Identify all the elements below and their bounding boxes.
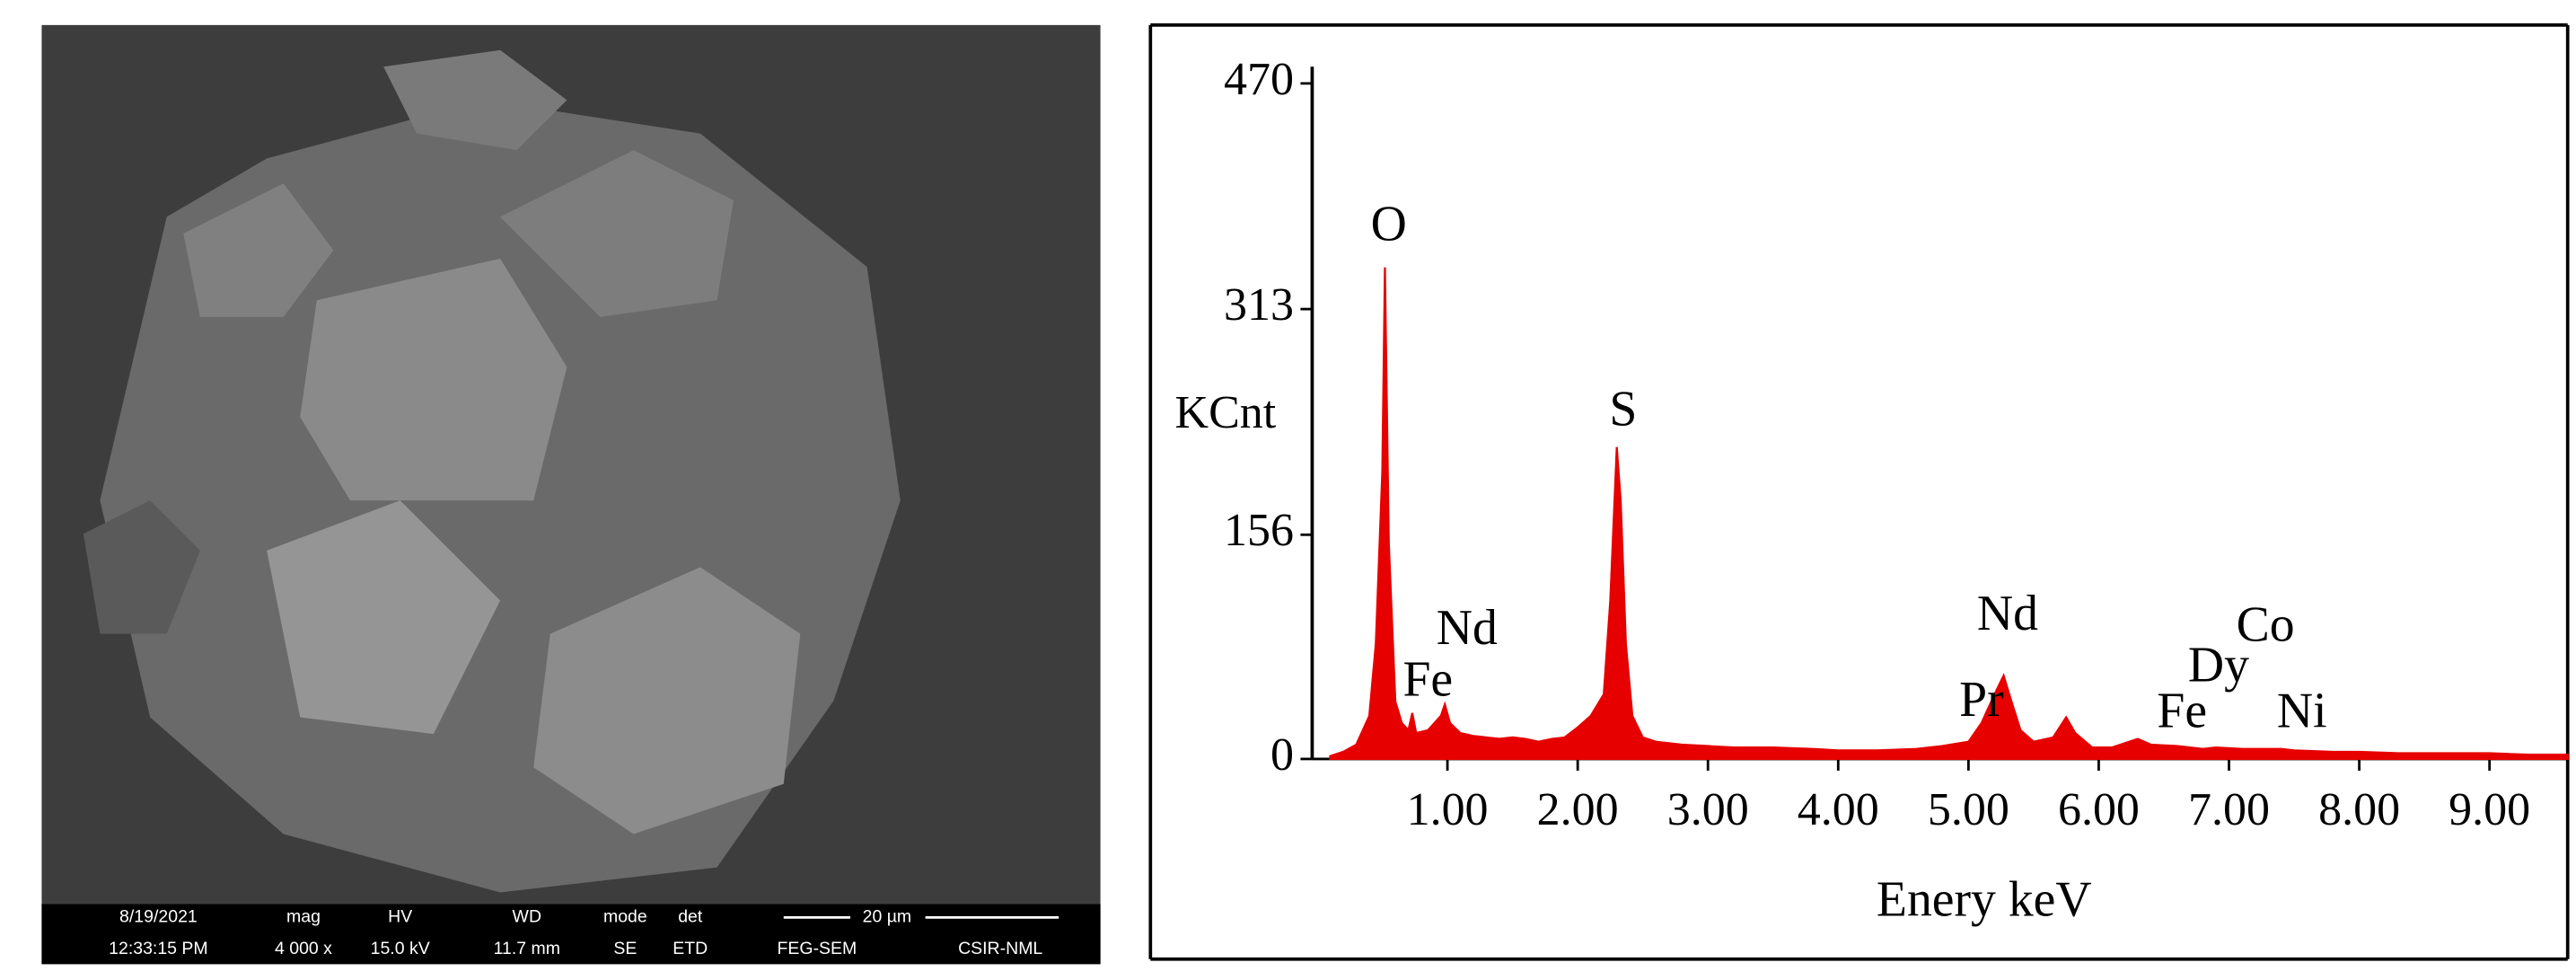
crystal-face [300, 258, 567, 501]
x-tick-label: 4.00 [1798, 784, 1879, 835]
peak-label: Fe [2157, 684, 2207, 739]
info-value: 15.0 kV [371, 939, 430, 958]
peak-label: S [1609, 382, 1637, 437]
info-lab: CSIR-NML [958, 939, 1042, 958]
y-axis-label: KCnt [1175, 387, 1277, 438]
sem-panel: 8/19/2021 12:33:15 PM mag 4 000 x HV 15.… [41, 24, 1101, 965]
info-label: WD [513, 907, 541, 927]
spectrum [1329, 267, 2569, 761]
crystal-face [267, 500, 501, 735]
info-label: mag [286, 907, 321, 927]
x-tick-label: 1.00 [1407, 784, 1489, 835]
peak-label: Fe [1402, 652, 1453, 708]
info-value: ETD [673, 939, 708, 958]
y-tick-label: 470 [1224, 54, 1294, 105]
info-label: mode [603, 907, 647, 927]
eds-panel: KCnt Enery keV [1148, 23, 2570, 961]
info-value: 11.7 mm [494, 939, 560, 958]
x-tick-label: 2.00 [1537, 784, 1619, 835]
peak-label: Nd [1437, 600, 1498, 656]
peak-label: Dy [2188, 638, 2249, 693]
x-axis-label: Enery keV [1877, 871, 2092, 927]
info-label: HV [388, 907, 412, 927]
info-time: 12:33:15 PM [109, 939, 207, 958]
y-tick-label: 313 [1224, 279, 1294, 331]
crystal-face [533, 567, 801, 834]
crystal-face [83, 500, 200, 634]
peak-label: Ni [2277, 684, 2327, 739]
peak-label: Co [2237, 597, 2295, 653]
info-date: 8/19/2021 [119, 907, 198, 927]
crystal-face [500, 150, 734, 317]
y-tick-label: 156 [1224, 505, 1294, 556]
x-tick-label: 7.00 [2188, 784, 2270, 835]
peak-label: O [1371, 196, 1407, 252]
x-tick-label: 9.00 [2449, 784, 2530, 835]
info-label: det [678, 907, 703, 927]
info-bar [41, 904, 1101, 965]
x-tick-label: 5.00 [1928, 784, 2009, 835]
info-instrument: FEG-SEM [778, 939, 857, 958]
peak-label: Nd [1977, 586, 2038, 641]
crystal-face [183, 183, 334, 317]
info-value: SE [613, 939, 637, 958]
info-value: 4 000 x [275, 939, 332, 958]
peak-label: Pr [1959, 672, 2004, 728]
info-scale: 20 µm [863, 907, 912, 927]
y-tick-label: 0 [1270, 729, 1294, 781]
x-tick-label: 8.00 [2318, 784, 2400, 835]
x-tick-label: 6.00 [2058, 784, 2140, 835]
x-tick-label: 3.00 [1667, 784, 1749, 835]
crystal-face [383, 49, 567, 151]
